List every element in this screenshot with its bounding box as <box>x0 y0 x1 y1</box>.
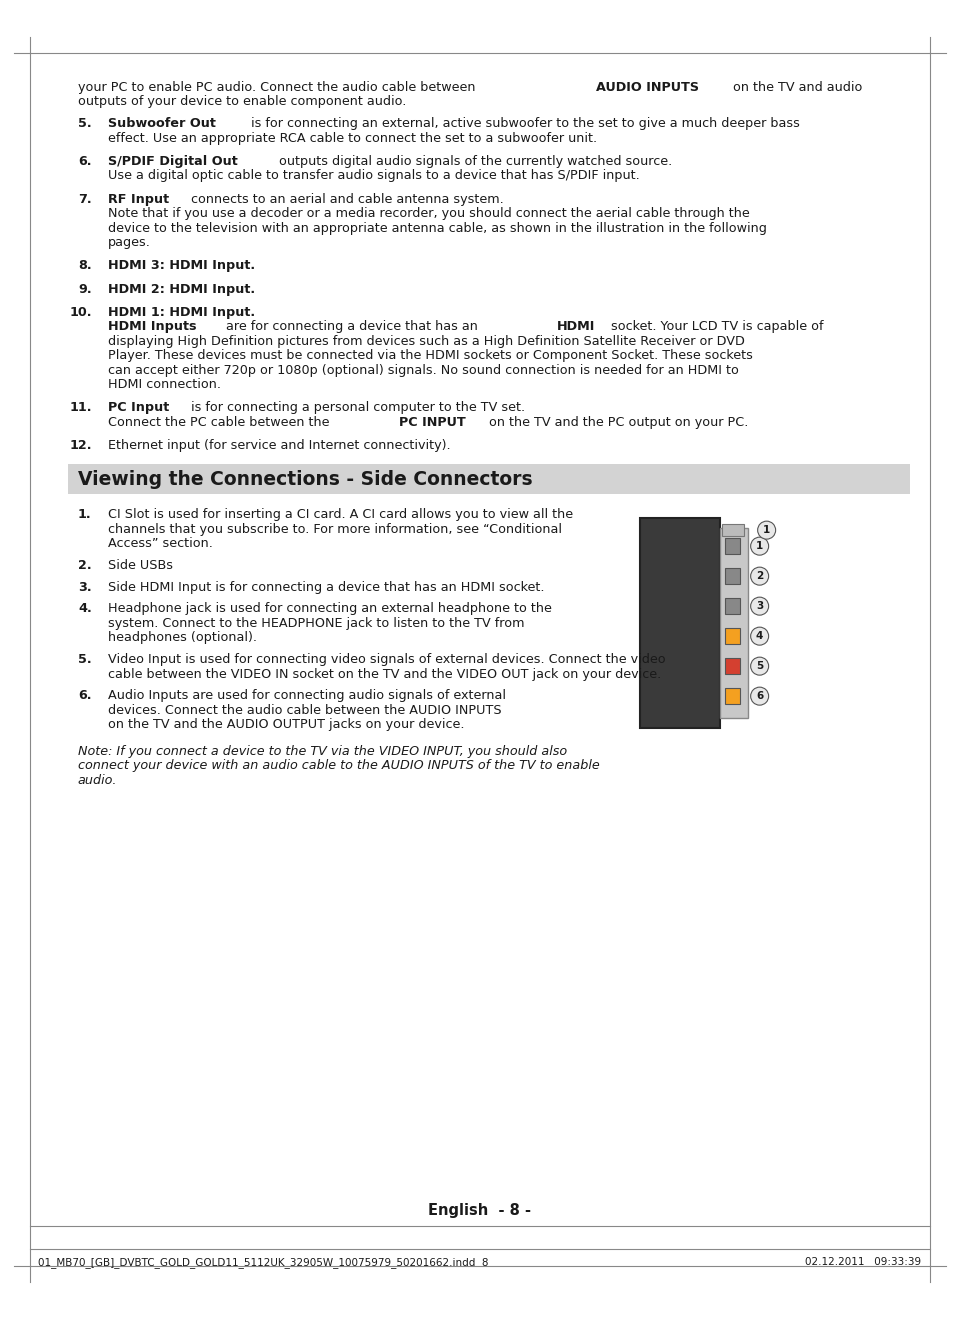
Text: Viewing the Connections - Side Connectors: Viewing the Connections - Side Connector… <box>78 470 533 489</box>
Text: English  - 8 -: English - 8 - <box>428 1203 531 1218</box>
Text: on the TV and audio: on the TV and audio <box>729 81 862 94</box>
Text: 01_MB70_[GB]_DVBTC_GOLD_GOLD11_5112UK_32905W_10075979_50201662.indd  8: 01_MB70_[GB]_DVBTC_GOLD_GOLD11_5112UK_32… <box>38 1258 489 1268</box>
Text: Audio Inputs are used for connecting audio signals of external: Audio Inputs are used for connecting aud… <box>108 690 506 703</box>
Text: HDMI 1: HDMI Input.: HDMI 1: HDMI Input. <box>108 305 255 318</box>
Text: are for connecting a device that has an: are for connecting a device that has an <box>222 320 482 333</box>
Text: 4: 4 <box>756 631 763 641</box>
Circle shape <box>751 538 769 555</box>
Text: Side USBs: Side USBs <box>108 559 173 572</box>
Text: 1: 1 <box>756 542 763 551</box>
Text: Note that if you use a decoder or a media recorder, you should connect the aeria: Note that if you use a decoder or a medi… <box>108 207 750 221</box>
Text: HDMI Inputs: HDMI Inputs <box>108 320 197 333</box>
Text: HDMI connection.: HDMI connection. <box>108 378 221 391</box>
Text: can accept either 720p or 1080p (optional) signals. No sound connection is neede: can accept either 720p or 1080p (optiona… <box>108 363 739 376</box>
Text: 6.: 6. <box>78 690 91 703</box>
Bar <box>68 464 909 494</box>
Text: PC Input: PC Input <box>108 402 169 415</box>
Text: Access” section.: Access” section. <box>108 538 213 550</box>
Text: S/PDIF Digital Out: S/PDIF Digital Out <box>108 155 238 168</box>
Text: HDMI 3: HDMI Input.: HDMI 3: HDMI Input. <box>108 259 255 272</box>
Text: 10.: 10. <box>70 305 92 318</box>
Text: 6.: 6. <box>78 155 91 168</box>
Text: is for connecting an external, active subwoofer to the set to give a much deeper: is for connecting an external, active su… <box>247 118 800 131</box>
Text: 5.: 5. <box>78 118 91 131</box>
Text: connects to an aerial and cable antenna system.: connects to an aerial and cable antenna … <box>187 193 504 206</box>
Text: 12.: 12. <box>70 439 92 452</box>
Text: 6: 6 <box>756 691 763 701</box>
Text: 2: 2 <box>756 571 763 581</box>
Bar <box>725 629 739 645</box>
Text: Ethernet input (for service and Internet connectivity).: Ethernet input (for service and Internet… <box>108 439 450 452</box>
Text: Headphone jack is used for connecting an external headphone to the: Headphone jack is used for connecting an… <box>108 602 552 616</box>
Text: socket. Your LCD TV is capable of: socket. Your LCD TV is capable of <box>607 320 824 333</box>
Text: Video Input is used for connecting video signals of external devices. Connect th: Video Input is used for connecting video… <box>108 653 665 666</box>
Text: cable between the VIDEO IN socket on the TV and the VIDEO OUT jack on your devic: cable between the VIDEO IN socket on the… <box>108 667 661 680</box>
Circle shape <box>757 522 776 539</box>
Text: 5.: 5. <box>78 653 91 666</box>
Text: 11.: 11. <box>70 402 92 415</box>
Text: 8.: 8. <box>78 259 91 272</box>
Text: outputs digital audio signals of the currently watched source.: outputs digital audio signals of the cur… <box>276 155 673 168</box>
Text: 02.12.2011   09:33:39: 02.12.2011 09:33:39 <box>805 1258 922 1267</box>
Text: 2.: 2. <box>78 559 91 572</box>
Text: 1.: 1. <box>78 509 91 522</box>
Text: on the TV and the AUDIO OUTPUT jacks on your device.: on the TV and the AUDIO OUTPUT jacks on … <box>108 719 465 732</box>
Text: is for connecting a personal computer to the TV set.: is for connecting a personal computer to… <box>187 402 525 415</box>
Bar <box>725 688 739 704</box>
Text: 3.: 3. <box>78 581 91 593</box>
Text: Side HDMI Input is for connecting a device that has an HDMI socket.: Side HDMI Input is for connecting a devi… <box>108 581 544 593</box>
Text: displaying High Definition pictures from devices such as a High Definition Satel: displaying High Definition pictures from… <box>108 334 745 347</box>
Circle shape <box>751 627 769 645</box>
Text: devices. Connect the audio cable between the AUDIO INPUTS: devices. Connect the audio cable between… <box>108 704 501 717</box>
Text: 9.: 9. <box>78 283 91 296</box>
Bar <box>722 524 744 536</box>
Bar <box>639 518 720 728</box>
Circle shape <box>751 597 769 616</box>
Text: effect. Use an appropriate RCA cable to connect the set to a subwoofer unit.: effect. Use an appropriate RCA cable to … <box>108 132 597 145</box>
Text: HDMI 2: HDMI Input.: HDMI 2: HDMI Input. <box>108 283 255 296</box>
Text: connect your device with an audio cable to the AUDIO INPUTS of the TV to enable: connect your device with an audio cable … <box>78 760 600 771</box>
Bar <box>725 658 739 674</box>
Text: 7.: 7. <box>78 193 91 206</box>
Text: 1: 1 <box>763 526 770 535</box>
Text: HDMI: HDMI <box>557 320 595 333</box>
Text: Use a digital optic cable to transfer audio signals to a device that has S/PDIF : Use a digital optic cable to transfer au… <box>108 169 639 182</box>
Text: on the TV and the PC output on your PC.: on the TV and the PC output on your PC. <box>485 416 748 429</box>
Text: PC INPUT: PC INPUT <box>398 416 466 429</box>
Circle shape <box>751 657 769 675</box>
Bar <box>725 568 739 584</box>
Text: Subwoofer Out: Subwoofer Out <box>108 118 216 131</box>
Bar <box>725 538 739 553</box>
Text: RF Input: RF Input <box>108 193 169 206</box>
Text: device to the television with an appropriate antenna cable, as shown in the illu: device to the television with an appropr… <box>108 222 767 235</box>
Text: AUDIO INPUTS: AUDIO INPUTS <box>596 81 699 94</box>
Text: 3: 3 <box>756 601 763 612</box>
Text: your PC to enable PC audio. Connect the audio cable between: your PC to enable PC audio. Connect the … <box>78 81 479 94</box>
Text: Note: If you connect a device to the TV via the VIDEO INPUT, you should also: Note: If you connect a device to the TV … <box>78 745 567 757</box>
Text: system. Connect to the HEADPHONE jack to listen to the TV from: system. Connect to the HEADPHONE jack to… <box>108 617 524 630</box>
Text: headphones (optional).: headphones (optional). <box>108 631 257 645</box>
Text: CI Slot is used for inserting a CI card. A CI card allows you to view all the: CI Slot is used for inserting a CI card.… <box>108 509 573 522</box>
Text: 4.: 4. <box>78 602 92 616</box>
Text: 5: 5 <box>756 660 763 671</box>
Circle shape <box>751 687 769 705</box>
Text: outputs of your device to enable component audio.: outputs of your device to enable compone… <box>78 95 406 108</box>
Bar <box>720 528 748 719</box>
Text: audio.: audio. <box>78 774 117 786</box>
Text: pages.: pages. <box>108 236 151 250</box>
Text: channels that you subscribe to. For more information, see “Conditional: channels that you subscribe to. For more… <box>108 523 562 535</box>
Text: Connect the PC cable between the: Connect the PC cable between the <box>108 416 333 429</box>
Circle shape <box>751 567 769 585</box>
Text: Player. These devices must be connected via the HDMI sockets or Component Socket: Player. These devices must be connected … <box>108 349 753 362</box>
Bar <box>725 598 739 614</box>
